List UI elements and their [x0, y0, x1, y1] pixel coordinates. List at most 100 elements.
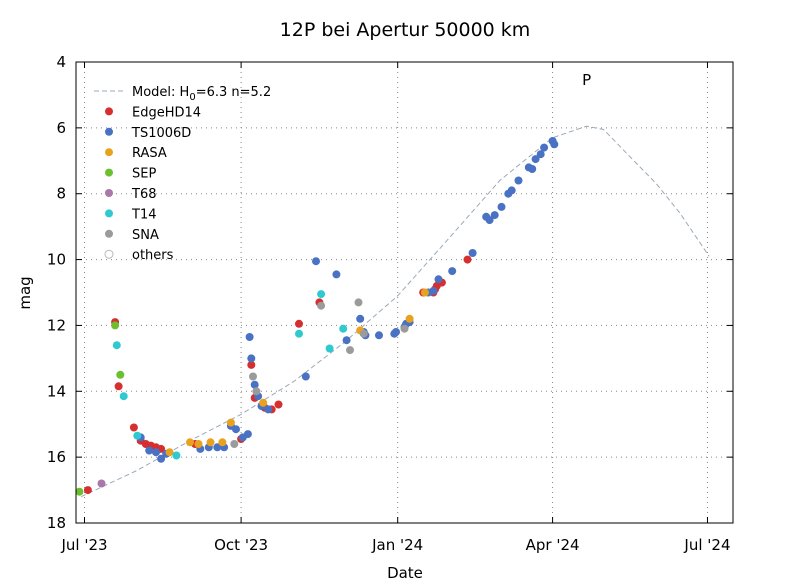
point-t14 — [339, 324, 348, 333]
point-ts1006d — [528, 165, 537, 173]
point-ts1006d — [213, 443, 222, 452]
legend-label-t14: T14 — [131, 207, 156, 222]
point-edgehd14 — [129, 423, 138, 432]
point-ts1006d — [152, 448, 160, 457]
annotations: P — [582, 71, 591, 89]
point-rasa — [405, 314, 414, 323]
legend-swatch-edgehd14 — [105, 107, 113, 116]
point-t14 — [317, 290, 326, 299]
point-ts1006d — [157, 454, 166, 463]
point-rasa — [186, 438, 194, 447]
legend-model-sub: 0 — [189, 92, 195, 103]
x-tick-label: Jul '24 — [683, 536, 730, 554]
point-ts1006d — [342, 336, 351, 345]
y-axis-ticks: 4 6 8 10 12 14 16 18 — [47, 53, 733, 532]
point-t14 — [119, 392, 128, 401]
point-rasa — [194, 440, 203, 448]
legend-swatch-sep — [105, 168, 113, 177]
point-sep — [111, 321, 120, 330]
y-tick-label: 18 — [47, 514, 66, 532]
legend-label-sep: SEP — [132, 167, 156, 182]
y-tick-label: 10 — [47, 251, 66, 269]
grid-lines — [76, 62, 733, 523]
legend-label-rasa: RASA — [132, 146, 167, 161]
point-ts1006d — [245, 333, 254, 341]
legend-swatch-sna — [105, 229, 113, 238]
point-ts1006d — [507, 186, 516, 195]
point-t14 — [325, 344, 334, 353]
data-points — [75, 137, 559, 496]
point-ts1006d — [550, 140, 559, 149]
legend-label-edgehd14: EdgeHD14 — [132, 105, 201, 120]
point-sep — [116, 370, 125, 379]
point-ts1006d — [301, 372, 310, 381]
point-ts1006d — [536, 150, 545, 159]
x-tick-label: Apr '24 — [526, 536, 580, 554]
point-edgehd14 — [83, 486, 92, 495]
point-ts1006d — [429, 286, 438, 295]
model-line — [80, 125, 710, 498]
point-t68 — [97, 479, 106, 488]
legend-model-main: Model: H — [132, 85, 189, 100]
y-tick-label: 4 — [56, 53, 66, 71]
legend-label-ts1006d: TS1006D — [131, 126, 191, 141]
legend-label-sna: SNA — [132, 228, 159, 243]
x-axis-label: Date — [387, 564, 423, 582]
point-ts1006d — [540, 143, 549, 152]
point-edgehd14 — [274, 400, 283, 409]
y-tick-label: 14 — [47, 382, 66, 400]
legend-swatch-ts1006d — [105, 127, 113, 136]
point-sna — [317, 301, 326, 310]
y-axis-label: mag — [16, 276, 34, 309]
legend-swatch-others — [104, 249, 114, 259]
point-rasa — [420, 288, 429, 297]
point-ts1006d — [243, 430, 252, 439]
point-ts1006d — [145, 446, 154, 455]
model-curve — [80, 125, 710, 498]
x-tick-label: Jan '24 — [371, 536, 423, 554]
point-sna — [400, 324, 409, 333]
point-ts1006d — [497, 202, 506, 211]
point-ts1006d — [250, 380, 259, 389]
x-tick-label: Oct '23 — [214, 536, 268, 554]
chart-title: 12P bei Apertur 50000 km — [280, 19, 531, 41]
point-edgehd14 — [247, 360, 256, 369]
point-ts1006d — [392, 328, 400, 336]
point-rasa — [165, 448, 174, 457]
legend-swatch-t14 — [105, 209, 113, 218]
legend-label-t68: T68 — [131, 187, 156, 202]
x-axis-ticks: Jul '23 Oct '23 Jan '24 Apr '24 Jul '24 — [60, 62, 731, 554]
point-t14 — [112, 341, 121, 350]
point-sna — [249, 372, 257, 381]
point-ts1006d — [332, 270, 341, 279]
point-ts1006d — [434, 275, 443, 284]
point-rasa — [206, 438, 215, 447]
point-ts1006d — [531, 155, 540, 164]
point-t14 — [172, 451, 181, 460]
point-ts1006d — [375, 331, 383, 340]
point-t14 — [133, 431, 142, 440]
point-sep — [75, 487, 84, 496]
x-tick-label: Jul '23 — [60, 536, 107, 554]
point-edgehd14 — [114, 382, 123, 391]
legend-model-rest: =6.3 n=5.2 — [196, 85, 272, 100]
point-edgehd14 — [463, 255, 472, 264]
point-rasa — [226, 418, 235, 427]
legend: Model: H0=6.3 n=5.2 EdgeHD14 TS1006D RASA SE… — [94, 85, 271, 263]
legend-model-label: Model: H0=6.3 n=5.2 — [132, 85, 271, 103]
point-sna — [346, 346, 354, 355]
point-sna — [252, 387, 261, 396]
point-ts1006d — [490, 211, 499, 220]
y-tick-label: 6 — [56, 119, 66, 137]
point-rasa — [218, 438, 227, 447]
point-ts1006d — [247, 354, 256, 363]
y-tick-label: 16 — [47, 448, 66, 466]
point-rasa — [259, 398, 268, 407]
point-sna — [230, 440, 239, 448]
point-ts1006d — [485, 216, 494, 225]
point-sna — [359, 329, 368, 338]
point-ts1006d — [312, 257, 320, 266]
y-tick-label: 8 — [56, 185, 66, 203]
point-edgehd14 — [295, 319, 303, 328]
